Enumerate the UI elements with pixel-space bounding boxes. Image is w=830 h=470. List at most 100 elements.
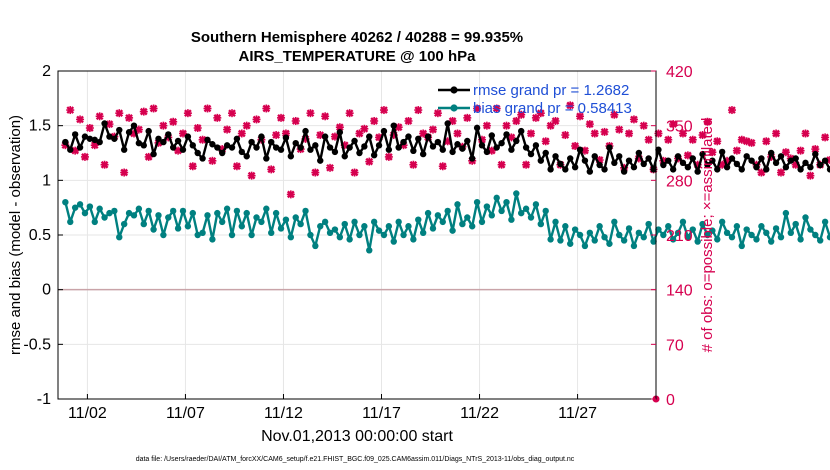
bias-point bbox=[165, 214, 172, 221]
bias-point bbox=[571, 226, 579, 233]
rmse-point bbox=[493, 144, 500, 151]
rmse-point bbox=[199, 155, 206, 162]
bias-point bbox=[674, 229, 682, 237]
bias-point bbox=[772, 225, 780, 232]
bias-point bbox=[552, 218, 559, 226]
rmse-point bbox=[679, 159, 687, 167]
obs-assimilated-point bbox=[66, 106, 75, 115]
obs-assimilated-point bbox=[149, 104, 158, 113]
bias-point bbox=[346, 236, 353, 243]
rmse-point bbox=[336, 129, 344, 136]
rmse-point bbox=[704, 161, 711, 169]
rmse-point bbox=[238, 148, 246, 156]
rmse-point bbox=[145, 127, 152, 135]
obs-assimilated-point bbox=[286, 190, 295, 199]
rmse-point bbox=[714, 166, 721, 173]
bias-point bbox=[660, 231, 667, 239]
legend-bias-label: bias grand pr = 0.58413 bbox=[473, 100, 632, 117]
bias-point bbox=[557, 237, 564, 244]
x-tick-label: 11/27 bbox=[558, 405, 597, 422]
obs-assimilated-point bbox=[678, 129, 687, 138]
rmse-point bbox=[581, 157, 589, 164]
y2-tick-label: 210 bbox=[666, 228, 693, 245]
bias-point bbox=[635, 229, 643, 237]
rmse-point bbox=[797, 166, 804, 173]
bias-point bbox=[106, 209, 113, 217]
bias-point bbox=[312, 242, 319, 250]
rmse-point bbox=[821, 157, 829, 164]
bias-point bbox=[145, 207, 152, 215]
bias-point bbox=[204, 212, 211, 219]
rmse-point bbox=[223, 142, 231, 149]
bias-point bbox=[601, 233, 608, 241]
rmse-point bbox=[111, 135, 118, 142]
bias-point bbox=[150, 226, 157, 233]
rmse-point bbox=[733, 160, 741, 168]
rmse-point bbox=[174, 137, 182, 145]
bias-point bbox=[248, 231, 255, 239]
obs-assimilated-point bbox=[776, 168, 785, 177]
rmse-point bbox=[792, 155, 799, 162]
data-file-footer: data file: /Users/raeder/DAI/ATM_forcXX/… bbox=[136, 456, 575, 463]
y2-tick-label: 280 bbox=[666, 173, 693, 190]
obs-assimilated-point bbox=[463, 113, 472, 122]
chart-title: Southern Hemisphere 40262 / 40288 = 99.9… bbox=[191, 29, 523, 46]
bias-point bbox=[532, 201, 540, 208]
y2-tick-label: 140 bbox=[666, 283, 693, 300]
rmse-point bbox=[189, 142, 196, 149]
obs-assimilated-point bbox=[365, 157, 374, 166]
bias-point bbox=[277, 225, 285, 232]
x-axis: 11/02 11/07 11/12 11/17 11/22 11/27 bbox=[68, 394, 597, 422]
rmse-point bbox=[179, 146, 187, 153]
bias-point bbox=[287, 233, 295, 241]
obs-assimilated-point bbox=[615, 125, 624, 134]
bias-point bbox=[464, 214, 471, 221]
rmse-point bbox=[699, 150, 706, 158]
bias-point bbox=[616, 231, 623, 239]
bias-point bbox=[498, 207, 505, 215]
obs-assimilated-point bbox=[203, 104, 212, 113]
rmse-point bbox=[253, 144, 260, 151]
obs-assimilated-point bbox=[527, 129, 536, 138]
rmse-point bbox=[366, 133, 373, 140]
bias-point bbox=[826, 233, 830, 241]
obs-assimilated-point bbox=[370, 116, 379, 125]
rmse-point bbox=[400, 138, 407, 146]
rmse-point bbox=[513, 137, 520, 145]
obs-assimilated-point bbox=[497, 160, 506, 169]
x-tick-label: 11/07 bbox=[166, 405, 205, 422]
obs-assimilated-point bbox=[600, 127, 609, 136]
obs-assimilated-point bbox=[551, 116, 560, 125]
bias-point bbox=[743, 226, 750, 233]
obs-assimilated-point bbox=[228, 109, 237, 118]
bias-point bbox=[714, 236, 721, 243]
bias-point bbox=[228, 231, 236, 239]
obs-assimilated-point bbox=[541, 137, 550, 146]
bias-point bbox=[169, 207, 177, 215]
bias-point bbox=[468, 223, 476, 230]
obs-assimilated-point bbox=[698, 131, 707, 140]
rmse-point bbox=[106, 133, 113, 140]
bias-point bbox=[135, 205, 143, 212]
rmse-point bbox=[537, 157, 545, 164]
rmse-point bbox=[591, 153, 598, 160]
bias-point bbox=[503, 199, 510, 206]
rmse-point bbox=[96, 138, 103, 146]
rmse-point bbox=[630, 164, 638, 171]
rmse-point bbox=[140, 142, 147, 149]
rmse-point bbox=[449, 148, 456, 156]
bias-point bbox=[434, 212, 442, 219]
bias-point bbox=[473, 199, 481, 206]
bias-point bbox=[223, 205, 231, 212]
rmse-point bbox=[228, 144, 236, 151]
rmse-point bbox=[817, 161, 824, 169]
rmse-point bbox=[272, 144, 280, 151]
bias-point bbox=[410, 236, 417, 243]
obs-assimilated-point bbox=[688, 135, 697, 144]
y-axis-right: 0 70 140 210 280 350 420 bbox=[651, 64, 693, 409]
bias-point bbox=[71, 204, 79, 211]
obs-assimilated-point bbox=[379, 106, 388, 115]
bias-point bbox=[120, 220, 128, 228]
bias-point bbox=[292, 214, 299, 221]
